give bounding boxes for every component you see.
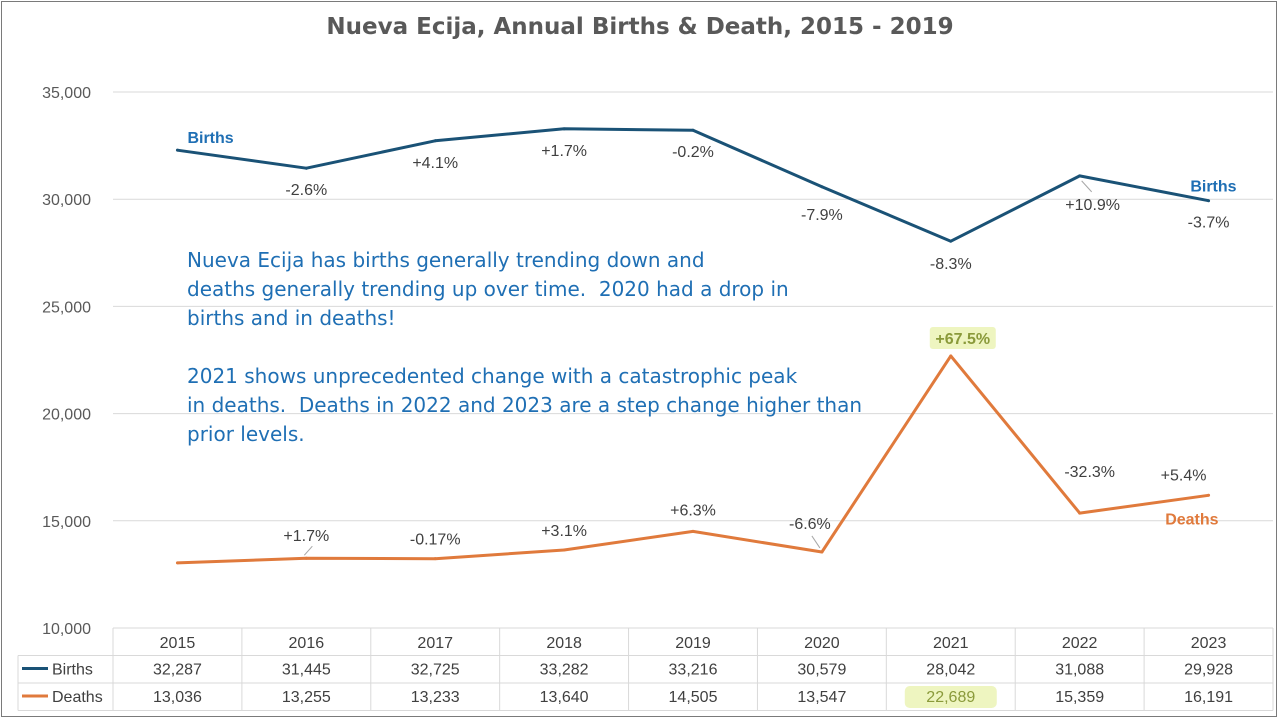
series-label-births: Births [187,130,233,147]
table-cell: 28,042 [926,662,975,679]
data-point [949,354,953,358]
table-cell: 22,689 [926,689,975,706]
pct-change-label: -3.7% [1188,215,1230,232]
table-cell: 13,233 [411,689,460,706]
highlight-cell [904,686,997,708]
table-cell: 13,640 [540,689,589,706]
pct-change-label: -2.6% [285,182,327,199]
data-point [1078,511,1082,515]
pct-change-label: -32.3% [1064,464,1115,481]
table-cell: 32,287 [153,662,202,679]
data-point [691,128,695,132]
data-point [820,550,824,554]
table-cell: 32,725 [411,662,460,679]
chart-title: Nueva Ecija, Annual Births & Death, 2015… [326,14,954,40]
annotation-line: deaths generally trending up over time. … [187,277,789,301]
pct-change-label: -7.9% [801,207,843,224]
data-point [433,139,437,143]
x-tick-label: 2017 [417,635,453,652]
highlight-label [929,326,996,349]
x-tick-label: 2021 [933,635,969,652]
pct-change-label: +1.7% [541,143,587,160]
legend-label: Deaths [52,689,103,706]
y-tick-label: 15,000 [42,514,91,531]
leader-line [1081,180,1093,193]
x-tick-label: 2020 [804,635,840,652]
data-point [820,185,824,189]
leader-line [811,535,821,549]
data-point [1207,493,1211,497]
pct-change-label: +10.9% [1065,197,1120,214]
pct-change-label: -0.2% [672,144,714,161]
x-tick-label: 2019 [675,635,711,652]
table-cell: 13,547 [797,689,846,706]
table-cell: 30,579 [797,662,846,679]
table-cell: 29,928 [1184,662,1233,679]
data-point [1207,199,1211,203]
data-point [562,548,566,552]
pct-change-label: +6.3% [670,502,716,519]
annotation-line: prior levels. [187,422,305,446]
annotation-line [187,333,887,362]
pct-change-label: -0.17% [410,532,461,549]
data-point [1078,174,1082,178]
data-point [304,166,308,170]
y-tick-label: 25,000 [42,299,91,316]
series-label-births: Births [1190,179,1236,196]
table-cell: 31,445 [282,662,331,679]
data-point [562,127,566,131]
table-cell: 13,255 [282,689,331,706]
pct-change-label: -8.3% [930,256,972,273]
table-cell: 33,216 [669,662,718,679]
pct-change-label: +3.1% [541,523,587,540]
legend-label: Births [52,662,93,679]
pct-change-label: +5.4% [1161,467,1207,484]
leader-line [303,545,313,556]
table-cell: 31,088 [1055,662,1104,679]
data-point [304,556,308,560]
y-tick-label: 30,000 [42,192,91,209]
y-tick-label: 35,000 [42,85,91,102]
x-tick-label: 2015 [160,635,196,652]
series-label-deaths: Deaths [1165,511,1218,528]
pct-change-label: +1.7% [283,528,329,545]
table-cell: 33,282 [540,662,589,679]
annotation-text: Nueva Ecija has births generally trendin… [187,246,887,449]
y-tick-label: 20,000 [42,407,91,424]
table-cell: 15,359 [1055,689,1104,706]
table-cell: 16,191 [1184,689,1233,706]
data-point [691,529,695,533]
annotation-line: births and in deaths! [187,306,396,330]
y-tick-label: 10,000 [42,621,91,638]
pct-change-label: -6.6% [789,516,831,533]
table-cell: 13,036 [153,689,202,706]
x-tick-label: 2018 [546,635,582,652]
data-point [433,557,437,561]
data-point [175,148,179,152]
table-cell: 14,505 [669,689,718,706]
data-point [175,561,179,565]
x-tick-label: 2016 [289,635,325,652]
pct-change-label: +67.5% [935,331,990,348]
x-tick-label: 2023 [1191,635,1227,652]
annotation-line: 2021 shows unprecedented change with a c… [187,364,798,388]
x-tick-label: 2022 [1062,635,1098,652]
annotation-line: Nueva Ecija has births generally trendin… [187,248,705,272]
data-point [949,239,953,243]
annotation-line: in deaths. Deaths in 2022 and 2023 are a… [187,393,863,417]
pct-change-label: +4.1% [412,155,458,172]
